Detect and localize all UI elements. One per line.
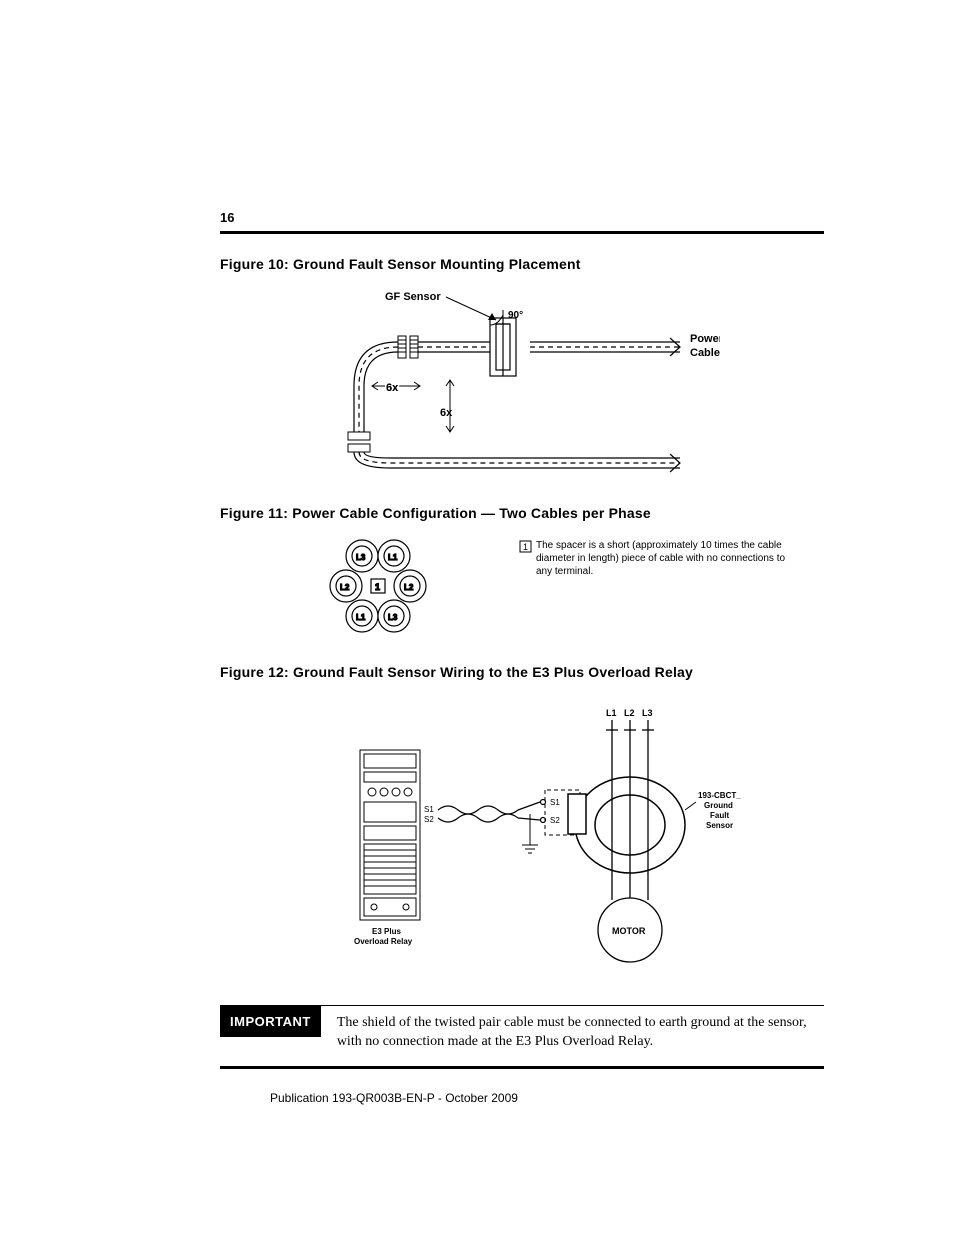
figure-12: Figure 12: Ground Fault Sensor Wiring to… [220, 664, 824, 985]
svg-text:S1: S1 [424, 805, 434, 814]
figure-10: Figure 10: Ground Fault Sensor Mounting … [220, 256, 824, 487]
label-90deg: 90° [508, 310, 523, 321]
label-cables: Cables [690, 347, 720, 359]
label-power: Power [690, 333, 720, 345]
page-number: 16 [220, 210, 824, 225]
svg-text:1: 1 [523, 542, 528, 552]
svg-text:L3: L3 [642, 708, 653, 718]
figure-10-svg: GF Sensor 90° Power Cables 6x 6x [220, 282, 824, 487]
motor-label: MOTOR [612, 926, 646, 936]
figure-12-svg: S1 S2 S1 S2 [220, 690, 824, 985]
svg-text:Sensor: Sensor [706, 821, 733, 830]
svg-text:L1: L1 [388, 553, 398, 562]
svg-text:L3: L3 [388, 613, 398, 622]
svg-text:L1: L1 [356, 613, 366, 622]
figure-12-title: Figure 12: Ground Fault Sensor Wiring to… [220, 664, 824, 680]
figure-11-note: The spacer is a short (approximately 10 … [536, 539, 786, 578]
figure-11-title: Figure 11: Power Cable Configuration — T… [220, 505, 824, 521]
svg-text:Fault: Fault [710, 811, 729, 820]
svg-text:E3 Plus: E3 Plus [372, 927, 401, 936]
important-text: The shield of the twisted pair cable mus… [321, 1006, 824, 1066]
important-label: IMPORTANT [220, 1006, 321, 1037]
footer-publication: Publication 193-QR003B-EN-P - October 20… [270, 1091, 518, 1105]
svg-text:Overload Relay: Overload Relay [354, 937, 413, 946]
svg-text:L3: L3 [356, 553, 366, 562]
label-gf-sensor: GF Sensor [385, 291, 441, 303]
svg-text:L2: L2 [404, 583, 414, 592]
figure-10-title: Figure 10: Ground Fault Sensor Mounting … [220, 256, 824, 272]
spacer-marker: 1 [375, 582, 380, 592]
svg-text:S2: S2 [424, 815, 434, 824]
figure-11: Figure 11: Power Cable Configuration — T… [220, 505, 824, 646]
svg-text:S2: S2 [550, 816, 560, 825]
figure-11-svg: 1 L3 L1 L2 L2 L1 [220, 531, 824, 646]
svg-text:S1: S1 [550, 798, 560, 807]
svg-text:Ground: Ground [704, 801, 733, 810]
svg-text:193-CBCT_: 193-CBCT_ [698, 791, 741, 800]
header-rule [220, 231, 824, 234]
svg-text:6x: 6x [386, 382, 399, 394]
page-content: 16 Figure 10: Ground Fault Sensor Mounti… [0, 0, 954, 1069]
svg-text:L2: L2 [624, 708, 635, 718]
svg-text:L2: L2 [340, 583, 350, 592]
important-block: IMPORTANT The shield of the twisted pair… [220, 1005, 824, 1069]
svg-text:L1: L1 [606, 708, 617, 718]
label-6x-v: 6x [440, 407, 453, 419]
